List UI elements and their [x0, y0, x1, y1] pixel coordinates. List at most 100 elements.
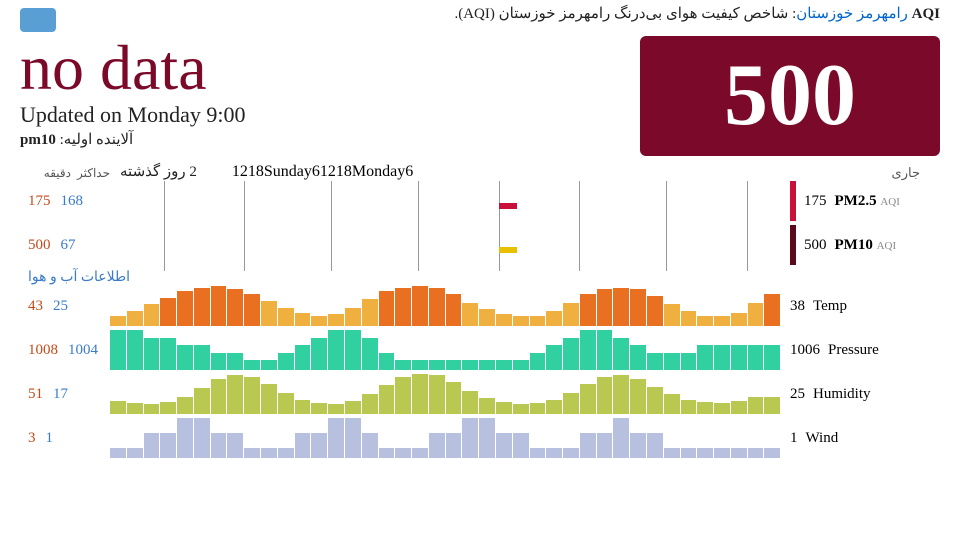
bar	[362, 299, 378, 326]
bar	[613, 288, 629, 326]
bar	[177, 345, 193, 370]
bar	[479, 309, 495, 326]
bar	[261, 384, 277, 414]
bar	[647, 387, 663, 414]
pollutant-label: آلاینده اولیه:	[60, 132, 134, 148]
location-link[interactable]: رامهرمز خوزستان	[796, 6, 908, 22]
bar	[613, 418, 629, 458]
bar	[311, 433, 327, 458]
bar	[328, 404, 344, 414]
bar	[144, 433, 160, 458]
bar	[563, 303, 579, 326]
bar	[244, 294, 260, 326]
bar	[479, 360, 495, 370]
data-bar	[499, 247, 517, 253]
bar	[597, 433, 613, 458]
bar	[362, 433, 378, 458]
bar	[681, 400, 697, 414]
weather-row: 311Wind	[20, 418, 940, 458]
bar	[580, 384, 596, 414]
bar	[546, 448, 562, 458]
bar	[362, 394, 378, 414]
bar	[748, 397, 764, 414]
bar	[714, 316, 730, 326]
bar	[379, 448, 395, 458]
bar	[379, 353, 395, 371]
bar	[278, 393, 294, 414]
bar	[227, 353, 243, 371]
bar	[748, 345, 764, 370]
stat-headers: حداکثر دقیقه	[20, 166, 110, 181]
bar	[496, 360, 512, 370]
time-axis: 1218Sunday61218Monday6	[232, 163, 780, 181]
bar	[227, 433, 243, 458]
current-val: 1	[790, 430, 798, 447]
bar	[446, 433, 462, 458]
bar	[580, 294, 596, 326]
bar	[513, 433, 529, 458]
bar	[530, 448, 546, 458]
header-text: AQI رامهرمز خوزستان: شاخص کیفیت هوای بی‌…	[66, 4, 940, 23]
bar	[764, 294, 780, 326]
bar	[462, 360, 478, 370]
bar	[311, 403, 327, 414]
pm-row: 175168175PM2.5 AQI	[20, 181, 940, 221]
bar	[546, 311, 562, 326]
bar	[563, 448, 579, 458]
bar	[127, 330, 143, 370]
aqi-word: AQI	[912, 6, 940, 22]
pollutant-value: pm10	[20, 132, 56, 148]
bar	[345, 401, 361, 414]
current-val: 25	[790, 386, 805, 403]
bar	[412, 374, 428, 414]
bar	[731, 313, 747, 326]
bar	[748, 303, 764, 326]
pollutant-row: آلاینده اولیه: pm10	[20, 130, 620, 149]
bar	[664, 394, 680, 414]
bar	[597, 289, 613, 326]
bar	[462, 303, 478, 326]
aqi-dashboard: AQI رامهرمز خوزستان: شاخص کیفیت هوای بی‌…	[0, 0, 960, 466]
bar	[462, 391, 478, 414]
past-days-label: 2 روز گذشته	[120, 162, 197, 181]
max-val: 43	[28, 298, 43, 315]
bar	[496, 314, 512, 326]
sparkline	[110, 181, 780, 221]
bar	[731, 345, 747, 370]
bar	[446, 360, 462, 370]
bar	[764, 397, 780, 414]
min-val: 25	[53, 298, 68, 315]
bar	[395, 360, 411, 370]
bar	[429, 288, 445, 326]
bar	[412, 360, 428, 370]
row-label: Pressure	[828, 342, 940, 359]
bar	[194, 288, 210, 326]
bar	[160, 338, 176, 371]
bar	[530, 353, 546, 371]
pm-row: 50067500PM10 AQI	[20, 225, 940, 265]
bar	[379, 385, 395, 414]
weather-row: 511725Humidity	[20, 374, 940, 414]
logo-icon	[20, 8, 56, 32]
min-val: 17	[53, 386, 68, 403]
bar	[563, 393, 579, 414]
bar	[697, 345, 713, 370]
bar	[546, 345, 562, 370]
bar	[177, 418, 193, 458]
bar	[764, 345, 780, 370]
bar	[110, 316, 126, 326]
bar	[647, 353, 663, 371]
bar	[664, 448, 680, 458]
bar	[278, 448, 294, 458]
bar	[362, 338, 378, 371]
bar	[295, 313, 311, 326]
status-column: no data Updated on Monday 9:00 آلاینده ا…	[20, 36, 620, 156]
bar	[261, 301, 277, 326]
bar	[328, 418, 344, 458]
bar	[110, 401, 126, 414]
bar	[697, 316, 713, 326]
bar	[496, 402, 512, 414]
time-tick-label: Sunday	[264, 163, 312, 180]
bar	[681, 448, 697, 458]
current-val: 1006	[790, 342, 820, 359]
